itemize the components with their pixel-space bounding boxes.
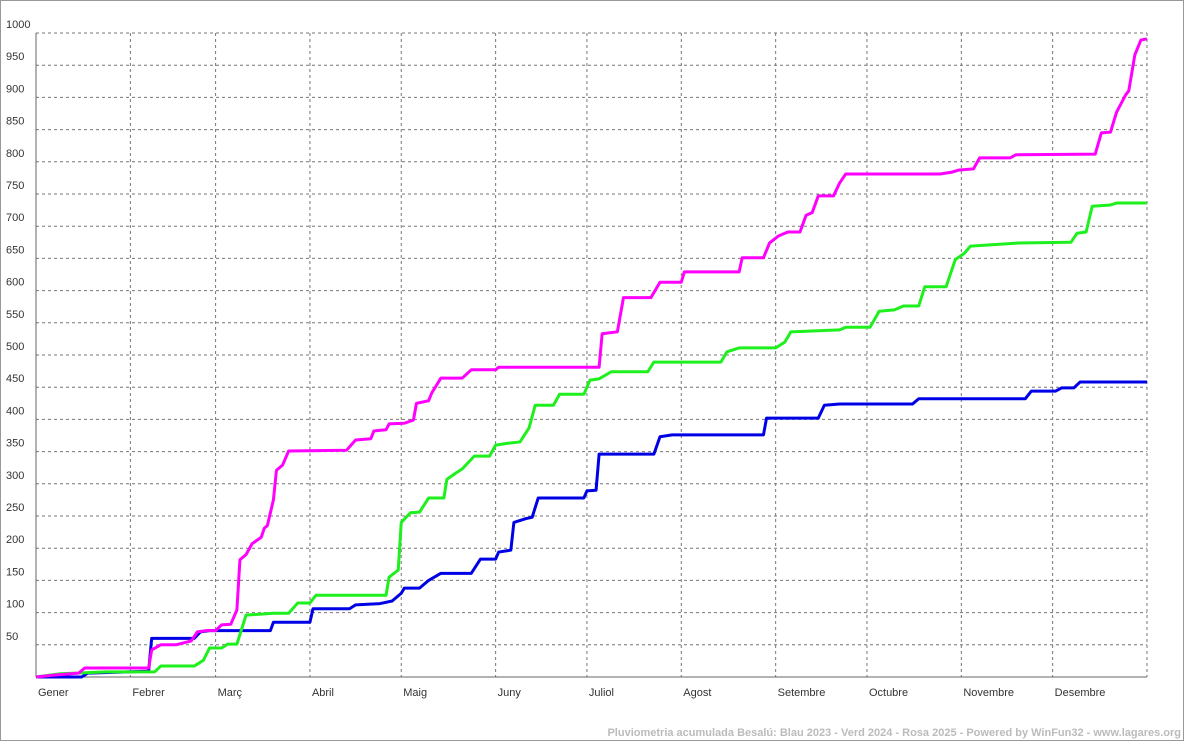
x-tick-label: Juliol bbox=[589, 687, 614, 699]
y-tick-label: 250 bbox=[6, 502, 24, 514]
y-tick-label: 400 bbox=[6, 405, 24, 417]
footer: Pluviometria acumulada Besalú: Blau 2023… bbox=[607, 727, 1181, 739]
y-tick-label: 100 bbox=[6, 599, 24, 611]
y-tick-label: 1000 bbox=[6, 19, 30, 31]
series-line bbox=[35, 201, 1147, 679]
x-tick-label: Novembre bbox=[963, 687, 1014, 699]
y-tick-label: 200 bbox=[6, 534, 24, 546]
x-tick-label: Octubre bbox=[869, 687, 908, 699]
y-tick-label: 300 bbox=[6, 470, 24, 482]
x-tick-label: Maig bbox=[403, 687, 427, 699]
y-tick-label: 350 bbox=[6, 438, 24, 450]
x-tick-label: Setembre bbox=[778, 687, 826, 699]
x-tick-label: Gener bbox=[38, 687, 69, 699]
series-line bbox=[36, 380, 1147, 679]
y-tick-label: 800 bbox=[6, 148, 24, 160]
y-tick-label: 950 bbox=[6, 51, 24, 63]
y-tick-label: 50 bbox=[6, 631, 18, 643]
y-tick-label: 850 bbox=[6, 116, 24, 128]
x-tick-label: Febrer bbox=[132, 687, 165, 699]
y-tick-label: 500 bbox=[6, 341, 24, 353]
x-tick-label: Abril bbox=[312, 687, 334, 699]
y-tick-label: 450 bbox=[6, 373, 24, 385]
y-tick-label: 650 bbox=[6, 244, 24, 256]
x-tick-label: Juny bbox=[498, 687, 522, 699]
x-tick-label: Desembre bbox=[1055, 687, 1106, 699]
y-tick-label: 550 bbox=[6, 309, 24, 321]
y-tick-label: 700 bbox=[6, 212, 24, 224]
x-tick-label: Març bbox=[218, 687, 243, 699]
x-tick-label: Agost bbox=[683, 687, 711, 699]
y-tick-label: 150 bbox=[6, 566, 24, 578]
y-tick-label: 600 bbox=[6, 277, 24, 289]
series-line bbox=[35, 37, 1148, 679]
y-tick-label: 900 bbox=[6, 83, 24, 95]
y-tick-label: 750 bbox=[6, 180, 24, 192]
